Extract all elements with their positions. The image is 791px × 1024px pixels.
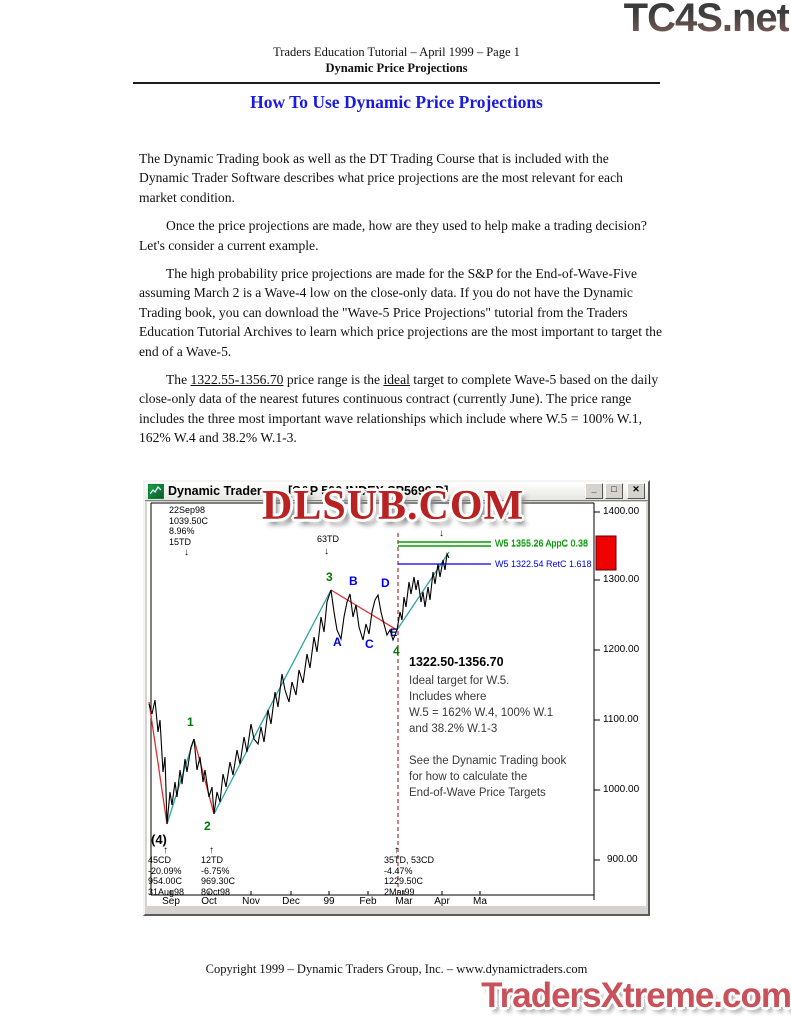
annotation-line: Ideal target for W.5. (409, 675, 510, 687)
stat-line: 31Aug98 (148, 886, 185, 897)
minimize-button[interactable]: _ (585, 483, 603, 499)
wave-2-label: 2 (204, 819, 211, 833)
wave-a-label: A (333, 635, 342, 649)
up-arrow-icon: ↑ (394, 845, 399, 856)
wave-b-label: B (349, 574, 358, 588)
stat-line: 35TD, 53CD (384, 855, 435, 865)
stat-line: -6.75% (201, 865, 230, 876)
target-range: 1322.50-1356.70 (409, 655, 504, 669)
wave-c-label: C (365, 637, 374, 651)
page-title: How To Use Dynamic Price Projections (250, 92, 543, 112)
paragraph-4: The 1322.55-1356.70 price range is the i… (139, 370, 662, 448)
paragraph-1: The Dynamic Trading book as well as the … (139, 151, 623, 205)
blue-target-label: W5 1322.54 RetC 1.618 (495, 559, 592, 569)
tc4s-logo: TC4S.net (624, 0, 790, 41)
paragraph-4-text: price range is the (283, 372, 384, 388)
window-title: Dynamic Trader - - - [S&P 500 INDEX SP56… (168, 484, 449, 498)
x-axis-label: 99 (323, 896, 335, 906)
x-axis-label: Ma (473, 896, 487, 906)
header-divider (133, 82, 660, 84)
maximize-button[interactable]: □ (605, 483, 623, 499)
ideal-underlined: ideal (383, 372, 410, 388)
td63-label: 63TD (317, 534, 340, 544)
pivot-stats-mar-low: 35TD, 53CD -4.47% 1229.50C 2Mar99 (384, 855, 434, 897)
copyright-footer: Copyright 1999 – Dynamic Traders Group, … (205, 962, 588, 976)
y-axis-label: 1200.00 (603, 644, 640, 655)
y-axis-label: 1300.00 (603, 574, 640, 585)
paragraph-3: The high probability price projections a… (139, 266, 662, 359)
x-axis-label: Apr (434, 896, 450, 906)
price-line (148, 552, 450, 825)
x-axis-ticks (170, 891, 481, 895)
close-button[interactable]: ✕ (627, 483, 645, 499)
stat-line: 12TD (201, 855, 224, 865)
x-axis-label: Sep (162, 896, 180, 906)
stat-line: -20.09% (148, 865, 182, 876)
wave-paren4-label: (4) (151, 832, 167, 847)
stat-line: 1229.50C (384, 876, 424, 886)
price-chart-svg (148, 502, 617, 900)
y-axis-ticks (594, 511, 600, 861)
window-titlebar[interactable]: Dynamic Trader - - - [S&P 500 INDEX SP56… (145, 482, 648, 501)
y-axis-label: 1100.00 (603, 714, 639, 725)
page-header: Traders Education Tutorial – April 1999 … (133, 45, 660, 84)
green-target-label: W5 1355.26 AppC 0.38 (495, 538, 589, 548)
pivot-stats-aug-low: 45CD -20.09% 954.00C 31Aug98 (148, 855, 184, 897)
pivot-stats-top: 22Sep98 1039.50C 8.96% 15TD (169, 505, 208, 547)
header-line2: Dynamic Price Projections (325, 61, 468, 75)
wave-4-label: 4 (393, 644, 400, 658)
up-arrow-icon: ↑ (209, 845, 214, 856)
annotation-line: Includes where (409, 691, 487, 703)
stat-line: 22Sep98 (169, 505, 206, 515)
header-line1: Traders Education Tutorial – April 1999 … (273, 45, 520, 59)
stat-line: 8Oct98 (201, 886, 231, 897)
stat-line: -4.47% (384, 865, 413, 876)
dynamic-trader-icon (148, 483, 164, 499)
stat-line: 15TD (169, 536, 192, 547)
stat-line: 2Mar99 (384, 886, 415, 897)
x-axis-label: Mar (395, 896, 413, 906)
down-arrow-icon: ↓ (184, 547, 189, 558)
paragraph-4-text: target to complete Wave-5 based on the d… (139, 372, 659, 446)
y-axis-label: 1400.00 (603, 506, 640, 517)
stat-line: 969.30C (201, 876, 236, 886)
x-axis-label: Oct (201, 896, 217, 906)
body-text: The Dynamic Trading book as well as the … (139, 149, 662, 457)
stat-line: 8.96% (169, 526, 195, 536)
annotation-note: for how to calculate the (409, 771, 528, 783)
stat-line: 1039.50C (169, 515, 209, 526)
y-axis-label: 900.00 (607, 854, 638, 865)
price-range-underlined: 1322.55-1356.70 (190, 372, 284, 388)
down-arrow-icon: ↓ (439, 528, 444, 539)
stat-line: 45CD (148, 855, 172, 865)
paragraph-2: Once the price projections are made, how… (139, 218, 647, 253)
annotation-line: and 38.2% W.1-3 (409, 723, 498, 735)
down-arrow-icon: ↓ (324, 546, 329, 557)
paragraph-4-text: The (166, 372, 191, 388)
pivot-stats-oct-low: 12TD -6.75% 969.30C 8Oct98 (201, 855, 235, 897)
dlsub-watermark: DLSUB.COM (262, 483, 525, 529)
wave-d-label: D (381, 576, 390, 590)
tradersxtreme-logo: TradersXtreme.com (481, 976, 791, 1015)
wave-e-label: E (390, 627, 398, 639)
x-axis-label: Dec (282, 896, 300, 906)
y-axis-label: 1000.00 (603, 784, 640, 795)
up-trendlines (166, 551, 450, 825)
wave-3-label: 3 (326, 570, 333, 584)
x-axis-label: Nov (242, 896, 260, 906)
annotation-note: End-of-Wave Price Targets (409, 787, 546, 799)
stat-line: 954.00C (148, 876, 183, 886)
target-zone-box (595, 535, 617, 571)
chart-area: 22Sep98 1039.50C 8.96% 15TD ↓ 63TD ↓ ↓ W… (147, 502, 646, 906)
annotation-note: See the Dynamic Trading book (409, 755, 567, 767)
wave-1-label: 1 (187, 715, 194, 729)
target-annotation: 1322.50-1356.70 Ideal target for W.5. In… (409, 655, 599, 801)
x-axis-label: Feb (359, 896, 377, 906)
annotation-line: W.5 = 162% W.4, 100% W.1 (409, 707, 554, 719)
dynamic-trader-window: Dynamic Trader - - - [S&P 500 INDEX SP56… (143, 480, 650, 916)
up-arrow-icon: ↑ (163, 845, 168, 856)
